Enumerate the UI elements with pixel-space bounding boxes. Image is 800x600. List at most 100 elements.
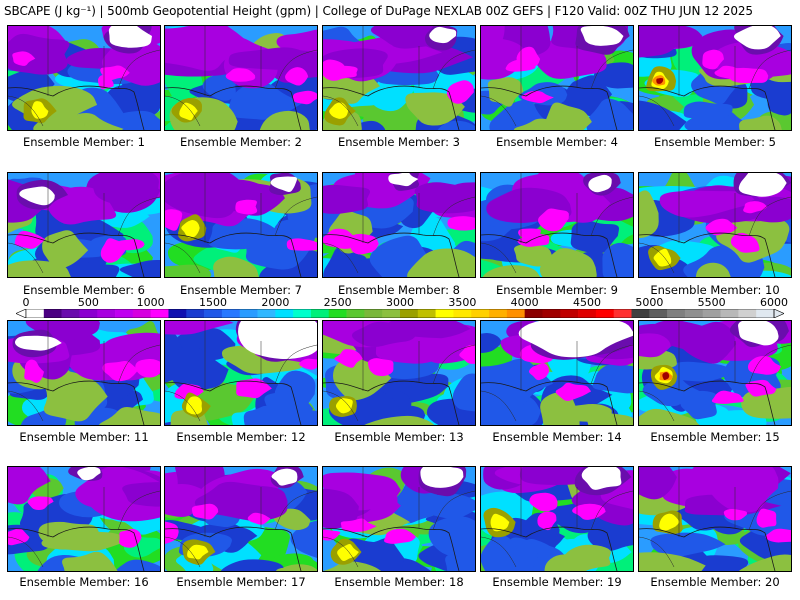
- ensemble-member-label: Ensemble Member: 6: [23, 283, 145, 297]
- ensemble-member-label: Ensemble Member: 3: [338, 135, 460, 149]
- sbcape-map: [481, 321, 633, 425]
- colorbar-segment: [61, 309, 80, 318]
- sbcape-map: [481, 26, 633, 130]
- ensemble-map-panel: [7, 466, 161, 572]
- ensemble-member-label: Ensemble Member: 4: [496, 135, 618, 149]
- ensemble-map-panel: [480, 25, 634, 131]
- colorbar-segment: [275, 309, 294, 318]
- ensemble-member-label: Ensemble Member: 16: [19, 575, 149, 589]
- colorbar-tick-label: 3500: [448, 296, 477, 309]
- colorbar-tick-label: 4500: [573, 296, 601, 309]
- colorbar-tick-label: 4000: [510, 296, 539, 309]
- colorbar-tick-label: 1000: [136, 296, 165, 309]
- ensemble-map-panel: [164, 25, 318, 131]
- colorbar-segment: [257, 309, 276, 318]
- ensemble-map-panel: [638, 320, 792, 426]
- sbcape-map: [323, 173, 475, 277]
- sbcape-map: [323, 26, 475, 130]
- sbcape-map: [165, 173, 317, 277]
- ensemble-member-label: Ensemble Member: 10: [650, 283, 780, 297]
- sbcape-map: [639, 321, 791, 425]
- colorbar-segment: [720, 309, 739, 318]
- colorbar-segment: [26, 309, 45, 318]
- colorbar-segment: [667, 309, 686, 318]
- sbcape-map: [8, 173, 160, 277]
- sbcape-map: [323, 321, 475, 425]
- ensemble-map-panel: [480, 172, 634, 278]
- colorbar-segment: [738, 309, 757, 318]
- colorbar: [16, 309, 784, 318]
- colorbar-left-arrow: [16, 309, 27, 318]
- colorbar-segment: [756, 309, 775, 318]
- colorbar-tick-label: 2000: [261, 296, 290, 309]
- sbcape-map: [481, 467, 633, 571]
- sbcape-map: [165, 467, 317, 571]
- colorbar-segment: [649, 309, 668, 318]
- colorbar-segment: [364, 309, 383, 318]
- ensemble-map-panel: [480, 466, 634, 572]
- ensemble-member-label: Ensemble Member: 18: [334, 575, 464, 589]
- colorbar-tick-label: 2500: [323, 296, 352, 309]
- ensemble-map-panel: [480, 320, 634, 426]
- colorbar-segment: [115, 309, 134, 318]
- ensemble-map-panel: [322, 25, 476, 131]
- colorbar-segment: [453, 309, 472, 318]
- colorbar-segment: [684, 309, 704, 318]
- sbcape-map: [639, 26, 791, 130]
- ensemble-map-panel: [638, 466, 792, 572]
- colorbar-tick-label: 3000: [386, 296, 414, 309]
- figure-title: SBCAPE (J kg⁻¹) | 500mb Geopotential Hei…: [4, 4, 753, 18]
- colorbar-segment: [702, 309, 721, 318]
- colorbar-segment: [489, 309, 508, 318]
- ensemble-member-label: Ensemble Member: 1: [23, 135, 145, 149]
- ensemble-member-label: Ensemble Member: 5: [654, 135, 776, 149]
- colorbar-segment: [560, 309, 579, 318]
- colorbar-segment: [613, 309, 632, 318]
- ensemble-map-panel: [322, 466, 476, 572]
- colorbar-segment: [204, 309, 223, 318]
- sbcape-map: [8, 26, 160, 130]
- colorbar-segment: [435, 309, 454, 318]
- colorbar-tick-label: 6000: [760, 296, 788, 309]
- colorbar-segment: [293, 309, 312, 318]
- colorbar-segment: [150, 309, 169, 318]
- sbcape-map: [8, 467, 160, 571]
- sbcape-map: [323, 467, 475, 571]
- colorbar-segment: [346, 309, 365, 318]
- colorbar-segment: [417, 309, 436, 318]
- ensemble-map-panel: [164, 466, 318, 572]
- ensemble-map-panel: [7, 25, 161, 131]
- colorbar-segment: [239, 309, 258, 318]
- colorbar-segment: [506, 309, 525, 318]
- colorbar-segment: [79, 309, 98, 318]
- ensemble-map-panel: [322, 320, 476, 426]
- colorbar-tick-label: 1500: [199, 296, 227, 309]
- ensemble-member-label: Ensemble Member: 14: [492, 430, 622, 444]
- sbcape-map: [481, 173, 633, 277]
- ensemble-map-panel: [638, 172, 792, 278]
- colorbar-tick-label: 500: [77, 296, 99, 309]
- colorbar-tick-label: 0: [22, 296, 30, 309]
- colorbar-segment: [382, 309, 401, 318]
- ensemble-member-label: Ensemble Member: 13: [334, 430, 464, 444]
- ensemble-map-panel: [7, 172, 161, 278]
- colorbar-segment: [524, 309, 543, 318]
- ensemble-map-panel: [638, 25, 792, 131]
- sbcape-map: [165, 321, 317, 425]
- ensemble-member-label: Ensemble Member: 11: [19, 430, 149, 444]
- sbcape-map: [639, 467, 791, 571]
- colorbar-segment: [97, 309, 116, 318]
- colorbar-segment: [186, 309, 205, 318]
- ensemble-member-label: Ensemble Member: 19: [492, 575, 622, 589]
- colorbar-segment: [542, 309, 561, 318]
- colorbar-segment: [168, 309, 187, 318]
- colorbar-segment: [310, 309, 330, 318]
- colorbar-segment: [328, 309, 347, 318]
- colorbar-segment: [471, 309, 490, 318]
- sbcape-map: [165, 26, 317, 130]
- ensemble-member-label: Ensemble Member: 2: [180, 135, 302, 149]
- sbcape-map: [639, 173, 791, 277]
- colorbar-segment: [578, 309, 597, 318]
- colorbar-segment: [400, 309, 419, 318]
- colorbar-tick-label: 5500: [697, 296, 726, 309]
